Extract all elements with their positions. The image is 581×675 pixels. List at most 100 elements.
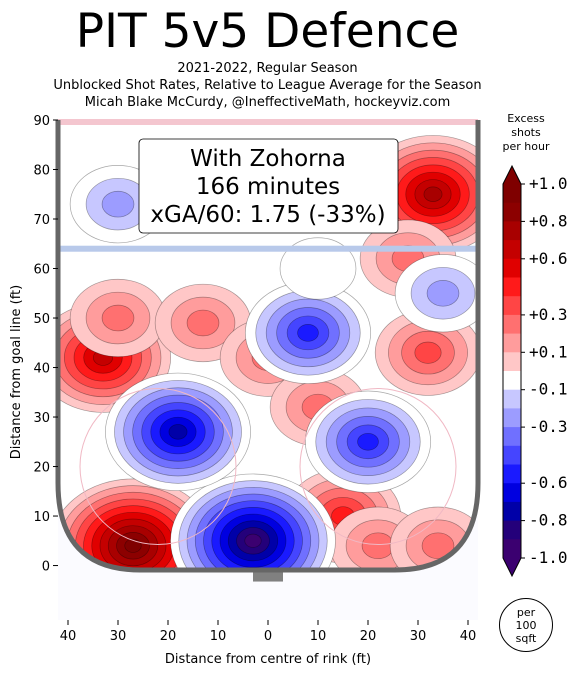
x-tick-label: 20 <box>160 629 177 644</box>
annotation-box-frame <box>138 138 399 234</box>
heat-contour <box>423 186 443 202</box>
colorbar-tick-label: -0.6 <box>529 473 568 492</box>
annotation-box: With Zohorna 166 minutes xGA/60: 1.75 (-… <box>138 138 399 234</box>
colorbar-swatch <box>503 539 521 559</box>
x-axis: 40 30 20 10 0 10 20 30 40 <box>60 620 477 644</box>
annotation-line-1: With Zohorna <box>190 146 346 172</box>
y-tick-label: 70 <box>33 213 50 228</box>
subtitle-line-2: Unblocked Shot Rates, Relative to League… <box>53 78 482 93</box>
heat-region <box>244 281 372 385</box>
heat-contour <box>186 309 220 337</box>
colorbar-swatch <box>503 296 521 316</box>
heat-contour <box>361 532 395 560</box>
colorbar-title-line-1: Excess <box>507 112 545 125</box>
rink-outline <box>55 119 481 582</box>
x-tick-label: 20 <box>360 629 377 644</box>
heat-contour <box>101 190 135 218</box>
colorbar-swatch <box>503 445 521 465</box>
y-tick-label: 90 <box>33 114 50 129</box>
colorbar-tick-label: -1.0 <box>529 548 568 567</box>
y-tick-label: 30 <box>33 411 50 426</box>
colorbar-swatch <box>503 277 521 297</box>
colorbar-swatch <box>503 520 521 540</box>
y-axis-label: Distance from goal line (ft) <box>9 285 24 459</box>
chart-title: PIT 5v5 Defence <box>75 4 460 59</box>
subtitle-line-1: 2021-2022, Regular Season <box>177 61 358 76</box>
colorbar-swatch <box>503 352 521 372</box>
heat-contour <box>101 304 135 332</box>
colorbar-swatch <box>503 221 521 241</box>
colorbar-swatch <box>503 427 521 447</box>
colorbar-title-line-3: per hour <box>502 140 550 153</box>
colorbar-tick-label: +0.8 <box>529 211 568 230</box>
colorbar-tick-label: +0.3 <box>529 305 568 324</box>
heat-contour <box>168 424 188 440</box>
heat-region <box>304 390 432 493</box>
heat-contour <box>357 432 379 451</box>
x-tick-label: 40 <box>460 629 477 644</box>
faceoff-circle-left <box>79 388 237 546</box>
y-tick-label: 0 <box>42 560 50 575</box>
heat-contour <box>421 532 455 560</box>
colorbar-tick-label: +1.0 <box>529 174 568 193</box>
x-axis-label: Distance from centre of rink (ft) <box>165 652 371 667</box>
end-line <box>58 119 478 125</box>
y-tick-label: 40 <box>33 362 50 377</box>
x-tick-label: 30 <box>410 629 427 644</box>
annotation-line-3: xGA/60: 1.75 (-33%) <box>150 202 385 228</box>
unit-badge-line-3: sqft <box>515 631 537 645</box>
colorbar-title-line-2: shots <box>511 126 541 139</box>
heat-contour <box>244 533 262 548</box>
colorbar-swatch <box>503 333 521 353</box>
y-tick-label: 20 <box>33 461 50 476</box>
x-tick-label: 10 <box>310 629 327 644</box>
y-axis: 0 10 20 30 40 50 60 70 80 90 <box>33 114 58 575</box>
heat-region <box>279 237 357 300</box>
x-tick-label: 0 <box>264 629 272 644</box>
subtitle-line-3: Micah Blake McCurdy, @IneffectiveMath, h… <box>84 95 451 110</box>
unit-badge-line-2: 100 <box>515 618 537 632</box>
colorbar-swatch <box>503 240 521 260</box>
colorbar-tick-label: +0.1 <box>529 342 568 361</box>
colorbar-swatch <box>503 184 521 204</box>
heat-contour <box>279 237 357 300</box>
colorbar-swatch <box>503 258 521 278</box>
colorbar-tick-label: -0.8 <box>529 511 568 530</box>
colorbar-swatch <box>503 408 521 428</box>
colorbar-tick-label: -0.1 <box>529 380 568 399</box>
heat-contour <box>426 279 460 307</box>
x-tick-label: 30 <box>110 629 127 644</box>
colorbar-swatch <box>503 501 521 522</box>
heat-region <box>105 372 251 492</box>
heat-contour <box>414 341 442 364</box>
x-tick-label: 40 <box>60 629 77 644</box>
unit-badge-line-1: per <box>516 605 536 619</box>
colorbar-swatch <box>503 371 521 391</box>
y-tick-label: 60 <box>33 263 50 278</box>
colorbar: +1.0 +0.8 +0.6 +0.3 +0.1 -0.1 -0.3 -0.6 -0.8 -1.0 <box>502 164 568 578</box>
colorbar-swatch <box>503 202 521 222</box>
y-tick-label: 10 <box>33 510 50 525</box>
boards <box>55 120 481 573</box>
heat-region <box>69 278 167 358</box>
heat-contour <box>297 324 319 342</box>
y-tick-label: 80 <box>33 164 50 179</box>
colorbar-swatch <box>503 389 521 409</box>
heat-contour <box>124 538 142 553</box>
colorbar-swatch <box>503 314 521 335</box>
faceoff-circle-right <box>299 388 457 546</box>
annotation-line-2: 166 minutes <box>196 174 340 200</box>
colorbar-swatch <box>503 483 521 503</box>
x-tick-label: 10 <box>210 629 227 644</box>
heat-region <box>374 309 478 396</box>
colorbar-bottom-extension <box>503 558 521 576</box>
colorbar-swatch <box>503 464 521 484</box>
heat-region <box>394 254 478 333</box>
y-tick-label: 50 <box>33 312 50 327</box>
blue-line <box>58 245 478 252</box>
heatmap-layer <box>58 120 478 570</box>
colorbar-top-extension <box>503 166 521 184</box>
colorbar-tick-label: +0.6 <box>529 249 568 268</box>
colorbar-tick-label: -0.3 <box>529 417 568 436</box>
